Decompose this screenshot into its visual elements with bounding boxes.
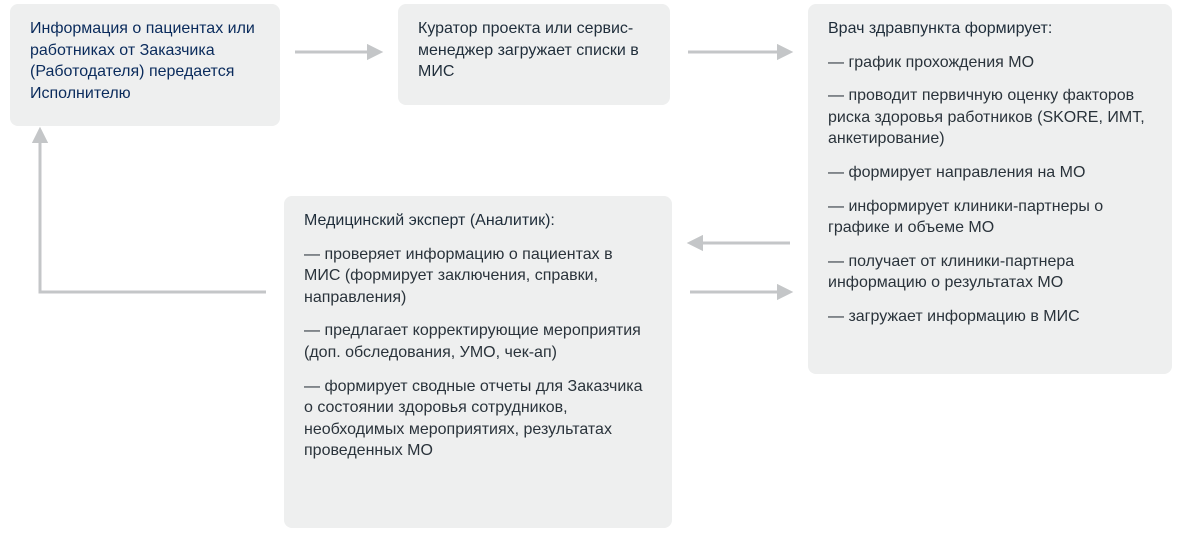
node-doctor-item: — получает от клиники-партнера информаци… xyxy=(828,251,1152,294)
node-analyst-title: Медицинский эксперт (Аналитик): xyxy=(304,210,652,232)
node-curator: Куратор проекта или сервис-менеджер загр… xyxy=(398,4,670,105)
node-doctor-item: — загружает информацию в МИС xyxy=(828,306,1152,328)
node-doctor: Врач здравпункта формирует: — график про… xyxy=(808,4,1172,374)
node-analyst-item: — формирует сводные отчеты для Заказчика… xyxy=(304,376,652,462)
node-doctor-title: Врач здравпункта формирует: xyxy=(828,18,1152,40)
node-doctor-item: — информирует клиники-партнеры о графике… xyxy=(828,196,1152,239)
node-info-title: Информация о пациентах или работниках от… xyxy=(30,18,260,104)
node-analyst-item: — проверяет информацию о пациентах в МИС… xyxy=(304,244,652,309)
node-doctor-item: — формирует направления на МО xyxy=(828,162,1152,184)
node-doctor-item: — проводит первичную оценку факторов рис… xyxy=(828,85,1152,150)
node-curator-title: Куратор проекта или сервис-менеджер загр… xyxy=(418,18,650,83)
node-info: Информация о пациентах или работниках от… xyxy=(10,4,280,126)
node-analyst: Медицинский эксперт (Аналитик): — провер… xyxy=(284,196,672,528)
node-analyst-item: — предлагает корректирующие мероприятия … xyxy=(304,320,652,363)
node-doctor-item: — график прохождения МО xyxy=(828,52,1152,74)
